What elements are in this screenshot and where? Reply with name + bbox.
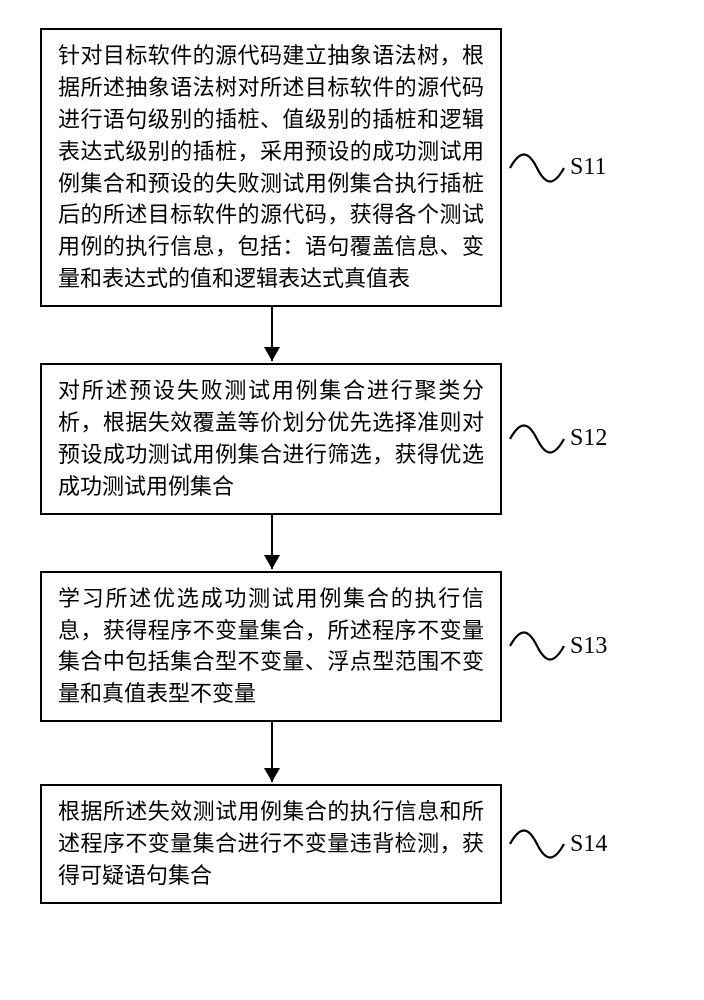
step-box: 针对目标软件的源代码建立抽象语法树，根据所述抽象语法树对所述目标软件的源代码进行… — [40, 28, 502, 307]
flowchart: 针对目标软件的源代码建立抽象语法树，根据所述抽象语法树对所述目标软件的源代码进行… — [40, 28, 660, 904]
step-connector: S14 — [508, 824, 607, 864]
flow-arrow — [40, 307, 660, 363]
step-box: 对所述预设失败测试用例集合进行聚类分析，根据失效覆盖等价划分优先选择准则对预设成… — [40, 363, 502, 515]
step-label: S13 — [570, 633, 607, 660]
step-connector: S11 — [508, 148, 606, 188]
squiggle-icon — [508, 824, 566, 864]
step-connector: S13 — [508, 626, 607, 666]
step-label: S12 — [570, 425, 607, 452]
squiggle-icon — [508, 626, 566, 666]
flow-step-s14: 根据所述失效测试用例集合的执行信息和所述程序不变量集合进行不变量违背检测，获得可… — [40, 784, 660, 904]
squiggle-icon — [508, 148, 566, 188]
step-label: S14 — [570, 831, 607, 858]
step-box: 学习所述优选成功测试用例集合的执行信息，获得程序不变量集合，所述程序不变量集合中… — [40, 571, 502, 723]
flow-arrow — [40, 515, 660, 571]
flow-step-s13: 学习所述优选成功测试用例集合的执行信息，获得程序不变量集合，所述程序不变量集合中… — [40, 571, 660, 723]
squiggle-icon — [508, 419, 566, 459]
step-box: 根据所述失效测试用例集合的执行信息和所述程序不变量集合进行不变量违背检测，获得可… — [40, 784, 502, 904]
step-label: S11 — [570, 154, 606, 181]
flow-arrow — [40, 722, 660, 784]
flow-step-s12: 对所述预设失败测试用例集合进行聚类分析，根据失效覆盖等价划分优先选择准则对预设成… — [40, 363, 660, 515]
flow-step-s11: 针对目标软件的源代码建立抽象语法树，根据所述抽象语法树对所述目标软件的源代码进行… — [40, 28, 660, 307]
step-connector: S12 — [508, 419, 607, 459]
